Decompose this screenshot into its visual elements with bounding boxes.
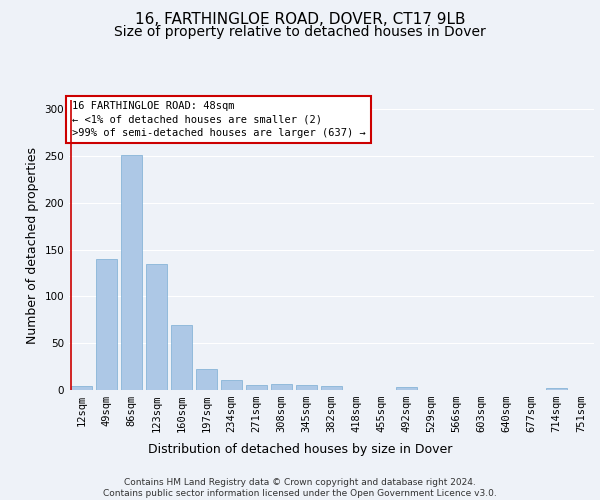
Bar — [271, 384, 292, 390]
Text: Size of property relative to detached houses in Dover: Size of property relative to detached ho… — [114, 25, 486, 39]
Text: Distribution of detached houses by size in Dover: Distribution of detached houses by size … — [148, 442, 452, 456]
Bar — [296, 386, 317, 390]
Bar — [321, 386, 342, 390]
Bar — [121, 155, 142, 390]
Text: 16, FARTHINGLOE ROAD, DOVER, CT17 9LB: 16, FARTHINGLOE ROAD, DOVER, CT17 9LB — [135, 12, 465, 28]
Bar — [71, 386, 92, 390]
Bar — [196, 370, 217, 390]
Bar — [96, 259, 117, 390]
Bar — [146, 264, 167, 390]
Text: Contains HM Land Registry data © Crown copyright and database right 2024.
Contai: Contains HM Land Registry data © Crown c… — [103, 478, 497, 498]
Text: 16 FARTHINGLOE ROAD: 48sqm
← <1% of detached houses are smaller (2)
>99% of semi: 16 FARTHINGLOE ROAD: 48sqm ← <1% of deta… — [71, 102, 365, 138]
Bar — [221, 380, 242, 390]
Bar — [396, 387, 417, 390]
Bar — [171, 324, 192, 390]
Bar — [246, 386, 267, 390]
Y-axis label: Number of detached properties: Number of detached properties — [26, 146, 39, 344]
Bar — [546, 388, 567, 390]
